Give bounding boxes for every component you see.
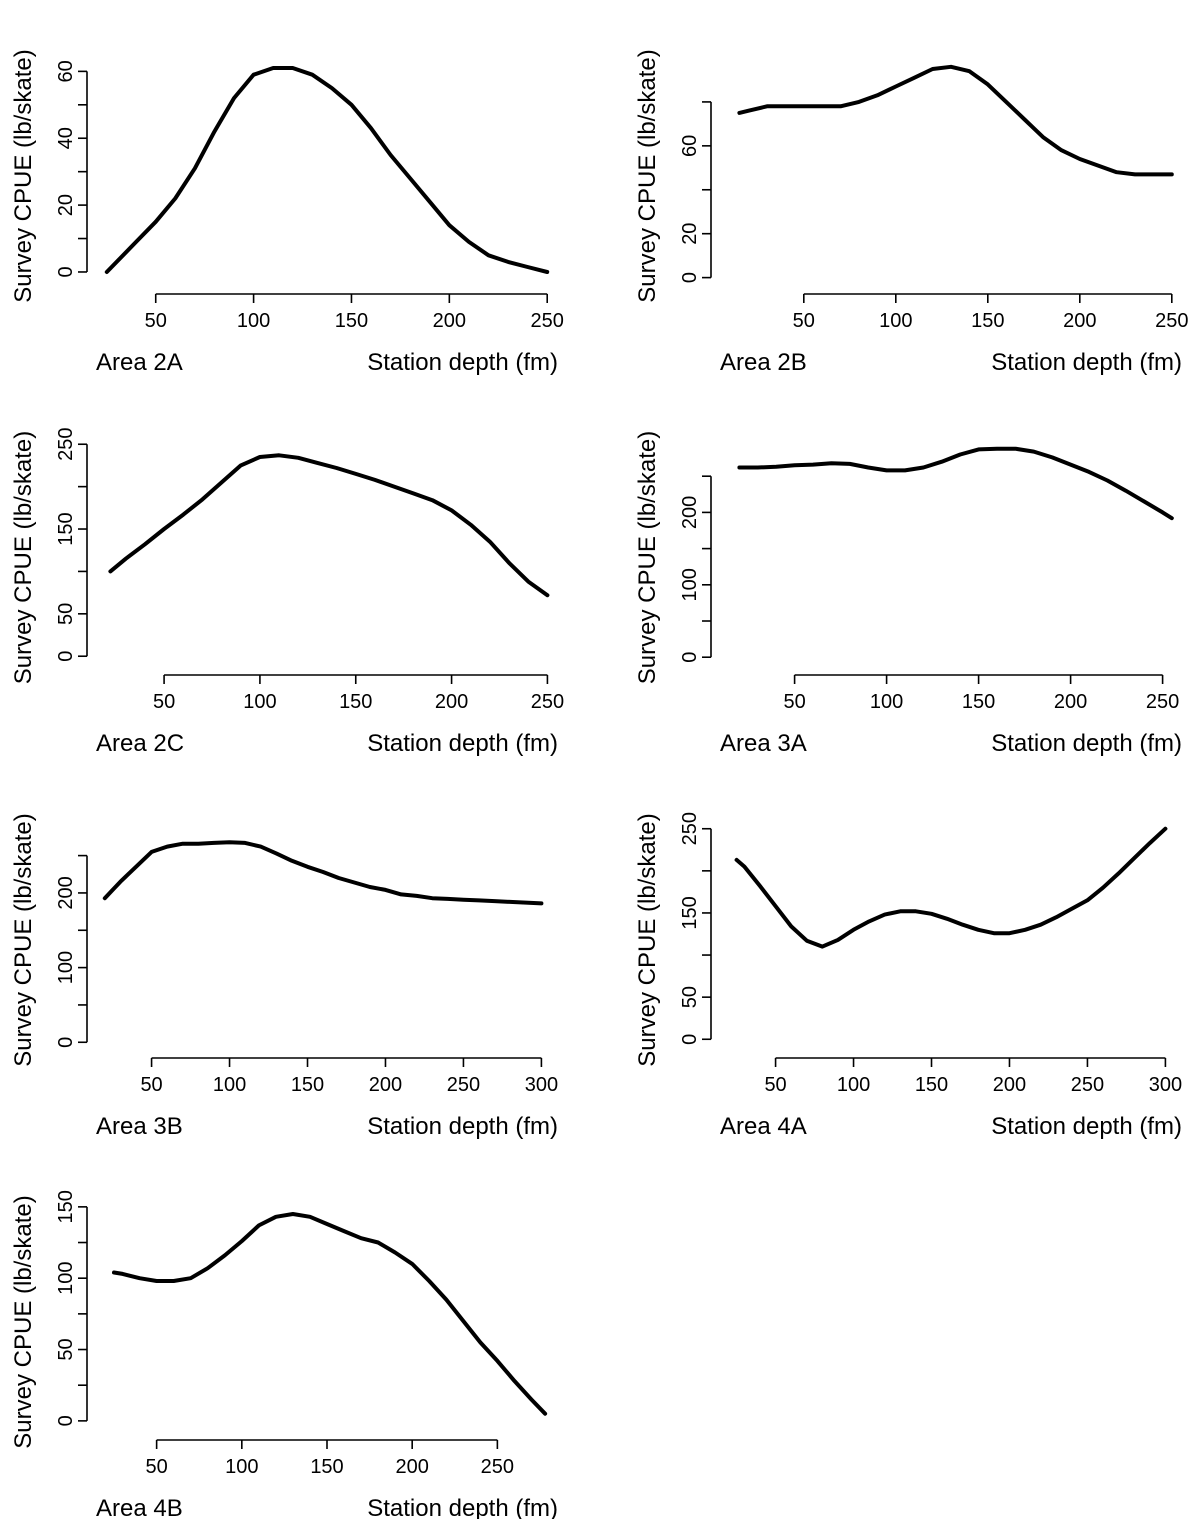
y-tick-label: 60 (55, 60, 77, 82)
panel-label: Area 2B (720, 349, 807, 376)
series-line (737, 446, 1174, 521)
y-axis-title: Survey CPUE (lb/skate) (10, 1195, 37, 1448)
panel-label: Area 3A (720, 730, 807, 757)
x-tick-label: 50 (764, 1074, 786, 1096)
chart-panel-5: 0 100 200 50 100 150 200 250 300 Survey CPUE (lb/… (10, 813, 558, 1140)
x-tick-label: 200 (1054, 691, 1087, 713)
x-tick-label: 150 (310, 1456, 343, 1478)
x-tick-label: 250 (531, 691, 564, 713)
y-tick-label: 20 (55, 194, 77, 216)
y-tick-label: 0 (55, 1037, 77, 1048)
y-tick-label: 100 (55, 1262, 77, 1295)
y-tick-label: 0 (55, 651, 77, 662)
x-axis-title: Station depth (fm) (991, 730, 1182, 757)
x-tick-label: 50 (153, 691, 175, 713)
x-tick-label: 200 (395, 1456, 428, 1478)
series-line (102, 840, 544, 906)
x-tick-label: 250 (1155, 310, 1188, 332)
x-axis-title: Station depth (fm) (367, 1495, 558, 1519)
x-tick-label: 150 (291, 1074, 324, 1096)
x-tick-label: 150 (335, 310, 368, 332)
y-tick-label: 0 (679, 1034, 701, 1045)
y-tick-label: 250 (55, 428, 77, 461)
x-tick-label: 300 (1149, 1074, 1182, 1096)
chart-panel-4: 0 100 200 50 100 150 200 250 Survey CPUE (lb/ska… (634, 431, 1182, 757)
x-tick-label: 300 (525, 1074, 558, 1096)
y-tick-label: 0 (55, 266, 77, 277)
y-tick-label: 40 (55, 127, 77, 149)
x-axis-title: Station depth (fm) (367, 730, 558, 757)
x-axis-title: Station depth (fm) (991, 1113, 1182, 1140)
x-tick-label: 50 (140, 1074, 162, 1096)
y-tick-label: 0 (679, 272, 701, 283)
x-tick-label: 100 (243, 691, 276, 713)
panel-label: Area 3B (96, 1113, 183, 1140)
x-tick-label: 250 (1071, 1074, 1104, 1096)
chart-panel-6: 0 50 150 250 50 100 150 200 250 300 Survey CPUE (l… (634, 812, 1182, 1140)
x-tick-label: 250 (1146, 691, 1179, 713)
x-axis-title: Station depth (fm) (367, 349, 558, 376)
series-line (737, 64, 1174, 177)
series-line (112, 1212, 548, 1416)
x-tick-label: 100 (237, 310, 270, 332)
x-tick-label: 200 (435, 691, 468, 713)
series-line (734, 826, 1168, 949)
x-tick-label: 50 (793, 310, 815, 332)
y-tick-label: 150 (55, 512, 77, 545)
x-tick-label: 200 (369, 1074, 402, 1096)
series-line (108, 453, 550, 598)
y-tick-label: 200 (679, 496, 701, 529)
y-tick-label: 200 (55, 876, 77, 909)
y-tick-label: 100 (679, 568, 701, 601)
y-tick-label: 50 (55, 603, 77, 625)
panel-label: Area 4B (96, 1495, 183, 1519)
y-axis-title: Survey CPUE (lb/skate) (10, 431, 37, 684)
chart-panel-1: 0 20 40 60 50 100 150 200 250 Survey CPUE (lb/ska… (10, 49, 564, 376)
y-axis-title: Survey CPUE (lb/skate) (10, 49, 37, 302)
y-axis-title: Survey CPUE (lb/skate) (634, 431, 661, 684)
x-tick-label: 150 (915, 1074, 948, 1096)
x-axis-title: Station depth (fm) (367, 1113, 558, 1140)
x-tick-label: 150 (962, 691, 995, 713)
x-tick-label: 100 (213, 1074, 246, 1096)
chart-panel-7: 0 50 100 150 50 100 150 200 250 Survey CPUE (lb/s… (10, 1190, 558, 1519)
x-tick-label: 150 (971, 310, 1004, 332)
x-tick-label: 250 (447, 1074, 480, 1096)
x-axis-title: Station depth (fm) (991, 349, 1182, 376)
x-tick-label: 200 (433, 310, 466, 332)
panel-label: Area 2C (96, 730, 184, 757)
y-tick-label: 0 (55, 1415, 77, 1426)
x-tick-label: 100 (879, 310, 912, 332)
y-tick-label: 150 (55, 1190, 77, 1223)
panel-label: Area 4A (720, 1113, 807, 1140)
x-tick-label: 100 (870, 691, 903, 713)
y-tick-label: 50 (55, 1338, 77, 1360)
x-tick-label: 50 (145, 310, 167, 332)
panel-label: Area 2A (96, 349, 183, 376)
x-tick-label: 150 (339, 691, 372, 713)
x-tick-label: 200 (1063, 310, 1096, 332)
y-tick-label: 150 (679, 896, 701, 929)
y-axis-title: Survey CPUE (lb/skate) (10, 813, 37, 1066)
x-tick-label: 50 (146, 1456, 168, 1478)
y-tick-label: 60 (679, 135, 701, 157)
x-tick-label: 250 (531, 310, 564, 332)
series-line (104, 66, 550, 274)
x-tick-label: 100 (225, 1456, 258, 1478)
y-tick-label: 0 (679, 652, 701, 663)
y-tick-label: 100 (55, 951, 77, 984)
chart-panel-3: 0 50 150 250 50 100 150 200 250 Survey CPUE (lb/s… (10, 428, 564, 757)
x-tick-label: 50 (783, 691, 805, 713)
y-tick-label: 20 (679, 223, 701, 245)
x-tick-label: 200 (993, 1074, 1026, 1096)
y-axis-title: Survey CPUE (lb/skate) (634, 49, 661, 302)
x-tick-label: 250 (481, 1456, 514, 1478)
x-tick-label: 100 (837, 1074, 870, 1096)
chart-panel-2: 0 20 60 50 100 150 200 250 Survey CPUE (lb/skate… (634, 49, 1188, 376)
y-tick-label: 250 (679, 812, 701, 845)
y-axis-title: Survey CPUE (lb/skate) (634, 813, 661, 1066)
y-tick-label: 50 (679, 986, 701, 1008)
